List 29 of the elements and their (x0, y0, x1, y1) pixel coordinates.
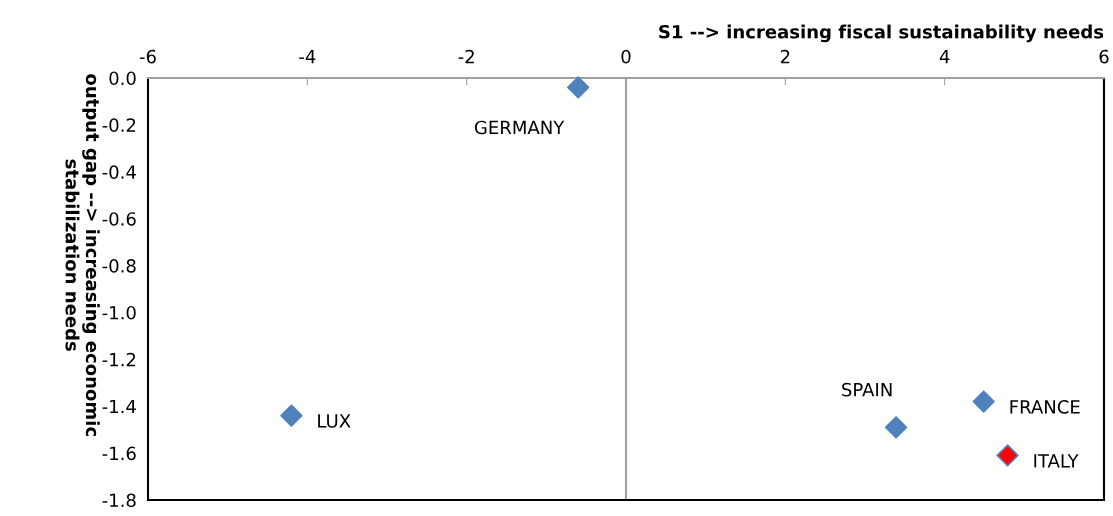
y-tick-label: -0.8 (102, 259, 136, 273)
y-tick-label: -1.8 (102, 493, 136, 508)
y-tick-label: -0.4 (102, 165, 136, 179)
y-tick-label: -1.4 (102, 399, 136, 414)
point (567, 76, 590, 99)
x-axis-title: S1 --> increasing fiscal sustainability needs (659, 24, 1104, 43)
x-tick-label: -2 (458, 49, 474, 64)
point (996, 444, 1019, 467)
y-axis-title: output gap --> increasing economic stabilization needs (65, 74, 100, 436)
x-tick-label: 6 (1099, 49, 1109, 64)
y-tick-label: -0.6 (102, 212, 136, 226)
point (884, 416, 908, 439)
x-tick-label: 4 (939, 49, 950, 64)
annotation: LUX (318, 414, 351, 428)
x-tick-label: 2 (780, 49, 790, 64)
y-tick-label: -1.0 (102, 305, 136, 320)
annotation: ITALY (1034, 454, 1079, 468)
y-tick-label: 0.0 (109, 71, 136, 86)
x-tick-label: -4 (299, 49, 316, 64)
point (280, 404, 303, 427)
y-tick-label: -1.2 (102, 352, 136, 367)
annotation: GERMANY (474, 120, 565, 135)
y-tick-label: -0.2 (102, 118, 136, 133)
point (972, 390, 995, 413)
x-tick-label: -6 (139, 49, 156, 64)
x-tick-label: 0 (621, 49, 631, 64)
annotation: SPAIN (842, 382, 892, 397)
y-tick-label: -1.6 (102, 446, 136, 461)
annotation: FRANCE (1010, 400, 1080, 414)
